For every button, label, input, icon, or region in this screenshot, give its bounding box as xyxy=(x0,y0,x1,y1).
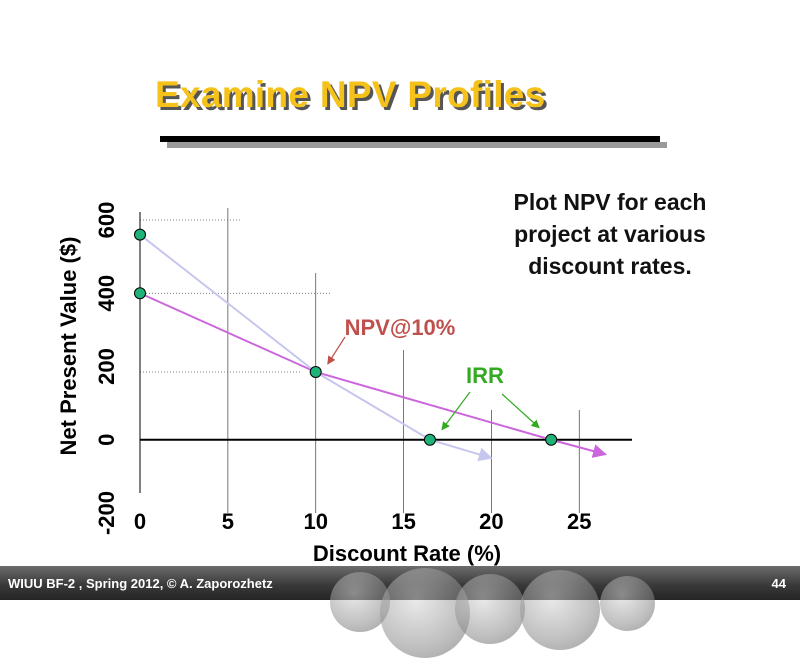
data-point xyxy=(134,228,146,241)
coin-image xyxy=(600,576,655,631)
irr-annotation-arrow xyxy=(441,391,471,431)
note-line: discount rates. xyxy=(528,253,692,279)
coin-image xyxy=(455,574,525,644)
data-point xyxy=(309,365,322,378)
x-tick-label: 5 xyxy=(222,509,234,534)
page-number: 44 xyxy=(771,576,786,591)
y-tick-label: 0 xyxy=(94,434,119,446)
x-tick-label: 25 xyxy=(567,509,591,534)
x-tick-label: 10 xyxy=(303,509,327,534)
slide-title: Examine NPV Profiles xyxy=(155,74,546,115)
npv-annotation-label: NPV@10% xyxy=(345,315,456,340)
y-tick-label: 200 xyxy=(94,348,119,385)
note-text: Plot NPV for each project at various dis… xyxy=(480,186,740,282)
x-tick-label: 20 xyxy=(479,509,503,534)
chart-markers xyxy=(134,228,558,446)
x-tick-label: 15 xyxy=(391,509,415,534)
title-underline xyxy=(160,136,660,142)
y-tick-label: 400 xyxy=(94,275,119,312)
x-axis-title: Discount Rate (%) xyxy=(313,541,501,566)
chart-annotations xyxy=(327,336,540,431)
npv-profile-line xyxy=(139,233,493,462)
npv-profile-line xyxy=(139,292,607,458)
y-tick-label: -200 xyxy=(94,491,119,535)
y-axis-title: Net Present Value ($) xyxy=(56,237,81,456)
note-line: project at various xyxy=(514,221,706,247)
data-point xyxy=(423,433,436,446)
data-point xyxy=(134,287,146,300)
chart-gridlines xyxy=(140,208,580,513)
title-underline-shadow xyxy=(167,142,667,148)
npv-annotation-arrow xyxy=(327,336,346,365)
x-tick-label: 0 xyxy=(134,509,146,534)
footer-text: WIUU BF-2 , Spring 2012, © A. Zaporozhet… xyxy=(8,576,273,591)
y-tick-label: 600 xyxy=(94,202,119,239)
npv-profile-chart: 0 5 10 15 20 25 -200 0 200 400 600 Discount Rate (%… xyxy=(56,202,632,566)
irr-annotation-arrow xyxy=(501,393,540,429)
chart-series xyxy=(139,233,607,462)
note-line: Plot NPV for each xyxy=(513,189,707,215)
coin-image xyxy=(520,570,600,650)
irr-annotation-label: IRR xyxy=(466,363,504,388)
chart-labels: 0 5 10 15 20 25 -200 0 200 400 600 Discount Rate (%… xyxy=(56,202,592,566)
data-point xyxy=(545,433,558,446)
